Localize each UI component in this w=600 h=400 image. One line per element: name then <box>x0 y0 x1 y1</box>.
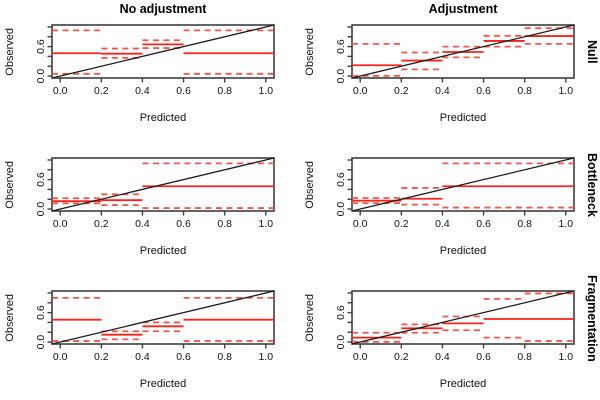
row-label-text: Bottleneck <box>585 153 599 217</box>
x-tick-label: 0.4 <box>435 218 450 230</box>
diagonal-line <box>351 290 575 345</box>
x-tick-label: 0.2 <box>94 351 109 363</box>
x-tick-label: 0.8 <box>517 218 532 230</box>
x-tick-label: 0.2 <box>394 218 409 230</box>
x-tick-label: 0.4 <box>435 85 450 97</box>
plot-frame <box>351 24 575 79</box>
x-tick-label: 0.2 <box>394 351 409 363</box>
x-tick-label: 1.0 <box>558 85 573 97</box>
x-tick-label: 1.0 <box>258 218 273 230</box>
x-tick-label: 0.0 <box>353 218 368 230</box>
x-tick-label: 0.6 <box>176 218 191 230</box>
calibration-plot: 0.0 0.2 0.4 0.6 0.8 1.0 0.0 0.6 <box>335 24 575 97</box>
y-tick-label: 0.6 <box>335 305 347 320</box>
x-tick-label: 0.0 <box>53 85 68 97</box>
calibration-plot: 0.0 0.2 0.4 0.6 0.8 1.0 0.0 0.6 <box>335 157 575 230</box>
x-tick-label: 0.8 <box>517 85 532 97</box>
plot-frame <box>351 157 575 212</box>
y-tick-label: 0.0 <box>35 202 47 217</box>
calibration-plot: 0.0 0.2 0.4 0.6 0.8 1.0 0.0 0.6 <box>35 157 275 230</box>
plot-frame <box>351 290 575 345</box>
panel-fragmentation-no-adjustment: Observed Predicted 0.0 0.2 0.4 0.6 0.8 1.0 0.0… <box>0 266 300 400</box>
x-tick-label: 0.6 <box>476 351 491 363</box>
plot-frame <box>51 24 275 79</box>
x-tick-label: 1.0 <box>558 351 573 363</box>
x-tick-label: 0.0 <box>53 218 68 230</box>
x-tick-label: 0.0 <box>53 351 68 363</box>
x-tick-label: 0.2 <box>94 85 109 97</box>
calibration-plot: 0.0 0.2 0.4 0.6 0.8 1.0 0.0 0.6 <box>35 24 275 97</box>
row-label-null: Null <box>584 0 600 104</box>
diagonal-line <box>51 157 275 212</box>
plot-frame <box>51 157 275 212</box>
x-axis-label: Predicted <box>139 245 187 257</box>
x-axis-label: Predicted <box>439 378 487 390</box>
column-title-no-adjustment: No adjustment <box>119 2 207 16</box>
y-tick-label: 0.6 <box>35 305 47 320</box>
calibration-plot: 0.0 0.2 0.4 0.6 0.8 1.0 0.0 0.6 <box>335 290 575 363</box>
x-tick-label: 0.4 <box>435 351 450 363</box>
x-tick-label: 0.2 <box>394 85 409 97</box>
x-tick-label: 0.6 <box>176 85 191 97</box>
row-label-bottleneck: Bottleneck <box>584 133 600 237</box>
y-tick-label: 0.6 <box>335 172 347 187</box>
x-tick-label: 0.8 <box>517 351 532 363</box>
panel-null-no-adjustment: No adjustment Observed Predicted 0.0 0.2 0… <box>0 0 300 133</box>
row-label-fragmentation: Fragmentation <box>584 266 600 370</box>
calibration-plot: 0.0 0.2 0.4 0.6 0.8 1.0 0.0 0.6 <box>35 290 275 363</box>
diagonal-line <box>51 24 275 79</box>
y-tick-label: 0.0 <box>35 69 47 84</box>
y-tick-label: 0.6 <box>35 39 47 54</box>
x-tick-label: 0.0 <box>353 85 368 97</box>
y-tick-label: 0.0 <box>335 335 347 350</box>
x-tick-label: 0.4 <box>135 85 150 97</box>
x-tick-label: 0.6 <box>176 351 191 363</box>
diagonal-line <box>51 290 275 345</box>
y-tick-label: 0.6 <box>335 39 347 54</box>
panel-bottleneck-no-adjustment: Observed Predicted 0.0 0.2 0.4 0.6 0.8 1.0 0.0… <box>0 133 300 266</box>
x-tick-label: 0.8 <box>217 85 232 97</box>
diagonal-line <box>351 157 575 212</box>
row-label-text: Null <box>585 40 599 64</box>
x-tick-label: 0.8 <box>217 218 232 230</box>
x-tick-label: 0.0 <box>353 351 368 363</box>
panel-fragmentation-adjustment: Observed Predicted Fragmentation 0.0 0.2 0… <box>300 266 600 400</box>
row-label-text: Fragmentation <box>585 274 599 362</box>
x-axis-label: Predicted <box>439 112 487 124</box>
x-axis-label: Predicted <box>139 378 187 390</box>
diagonal-line <box>351 24 575 79</box>
x-axis-label: Predicted <box>139 112 187 124</box>
plot-frame <box>51 290 275 345</box>
x-axis-label: Predicted <box>439 245 487 257</box>
x-tick-label: 0.4 <box>135 218 150 230</box>
x-tick-label: 0.2 <box>94 218 109 230</box>
x-tick-label: 0.6 <box>476 85 491 97</box>
x-tick-label: 0.4 <box>135 351 150 363</box>
y-tick-label: 0.0 <box>335 202 347 217</box>
x-tick-label: 1.0 <box>258 85 273 97</box>
panel-bottleneck-adjustment: Observed Predicted Bottleneck 0.0 0.2 0.4 0… <box>300 133 600 266</box>
y-tick-label: 0.0 <box>35 335 47 350</box>
y-tick-label: 0.6 <box>35 172 47 187</box>
column-title-adjustment: Adjustment <box>428 2 498 16</box>
x-tick-label: 1.0 <box>558 218 573 230</box>
x-tick-label: 0.8 <box>217 351 232 363</box>
panel-null-adjustment: Adjustment Observed Predicted Null 0.0 0.… <box>300 0 600 133</box>
y-tick-label: 0.0 <box>335 69 347 84</box>
x-tick-label: 0.6 <box>476 218 491 230</box>
x-tick-label: 1.0 <box>258 351 273 363</box>
